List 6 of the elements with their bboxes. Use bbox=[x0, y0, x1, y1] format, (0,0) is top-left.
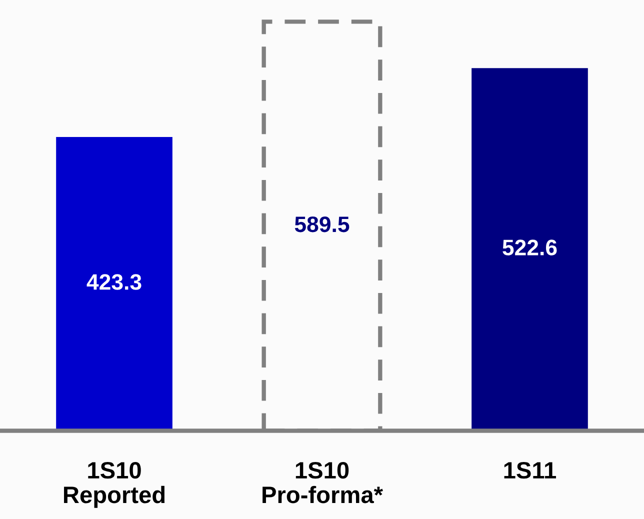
data-label: 589.5 bbox=[294, 216, 350, 232]
x-tick-label: 1S10 Pro-forma* bbox=[262, 462, 383, 504]
data-label: 522.6 bbox=[502, 240, 557, 256]
data-label: 423.3 bbox=[86, 274, 142, 290]
x-tick-label: 1S10 Reported bbox=[64, 462, 165, 508]
x-tick-label: 1S11 bbox=[504, 462, 556, 479]
